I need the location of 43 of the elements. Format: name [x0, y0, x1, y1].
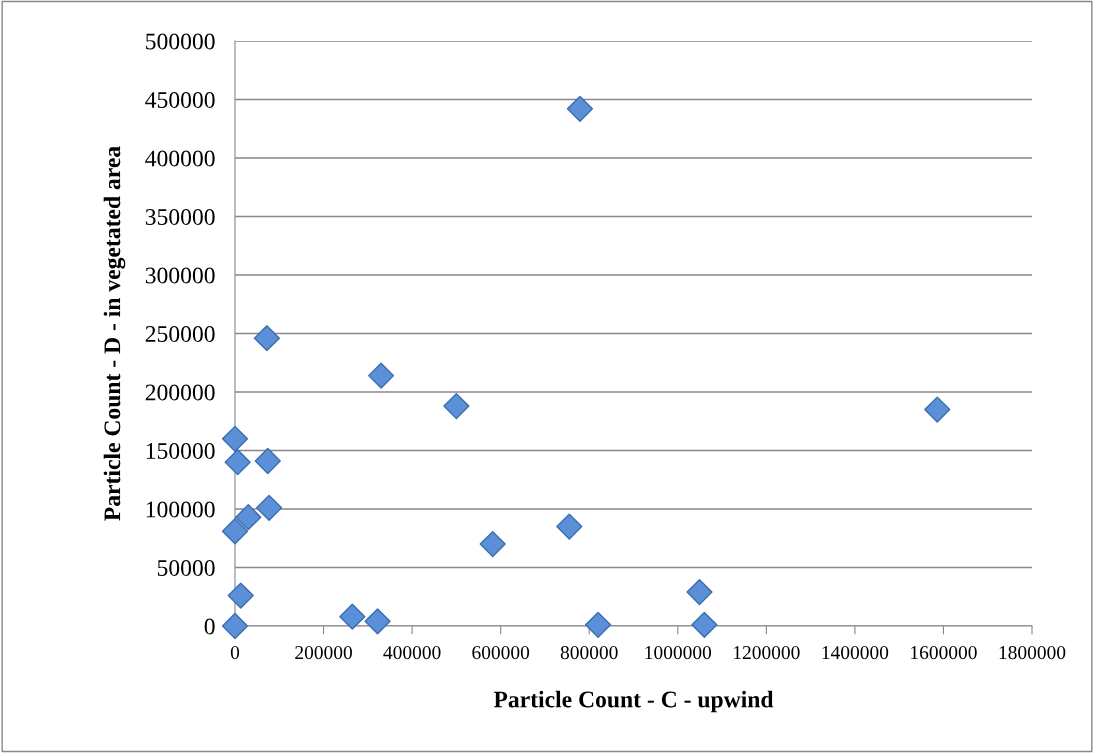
point — [254, 447, 281, 475]
x-tick-label: 400000 — [383, 646, 441, 660]
point — [479, 530, 506, 558]
x-tick-label: 1400000 — [822, 646, 889, 660]
y-tick-label: 250000 — [145, 325, 215, 342]
x-tick-label: 200000 — [295, 646, 352, 660]
y-tick-label: 450000 — [145, 91, 215, 108]
point — [253, 325, 280, 352]
x-tick-label: 0 — [230, 646, 240, 660]
point — [556, 513, 583, 540]
y-tick-label: 200000 — [145, 384, 215, 401]
y-tick-label: 100000 — [146, 501, 215, 518]
y-tick-label: 0 — [204, 618, 215, 635]
y-tick-label: 500000 — [146, 33, 215, 50]
x-axis-title: Particle Count - C - upwind — [493, 690, 774, 713]
x-tick-label: 1600000 — [911, 646, 977, 660]
y-tick-label: 400000 — [145, 150, 215, 167]
y-tick-label: 50000 — [157, 559, 215, 576]
point — [367, 362, 395, 389]
y-tick-label: 350000 — [145, 208, 215, 225]
point — [443, 392, 470, 420]
point — [221, 612, 249, 640]
point — [584, 611, 612, 638]
point — [221, 425, 249, 452]
x-tick-label: 800000 — [560, 646, 618, 660]
point — [364, 608, 391, 635]
point — [691, 611, 718, 638]
x-tick-label: 1800000 — [999, 646, 1066, 660]
point — [339, 603, 366, 630]
point — [221, 518, 249, 545]
y-axis-title: Particle Count - D - in vegetated area — [103, 146, 126, 521]
point — [566, 95, 594, 122]
y-tick-label: 300000 — [145, 267, 215, 284]
point — [224, 449, 251, 476]
point — [686, 578, 713, 606]
y-tick-label: 150000 — [146, 442, 215, 459]
point — [227, 582, 254, 609]
x-tick-label: 1000000 — [645, 646, 712, 660]
point — [924, 396, 951, 423]
point — [255, 494, 283, 521]
x-tick-label: 600000 — [472, 646, 530, 660]
point — [235, 504, 262, 531]
x-tick-label: 1200000 — [734, 646, 800, 660]
